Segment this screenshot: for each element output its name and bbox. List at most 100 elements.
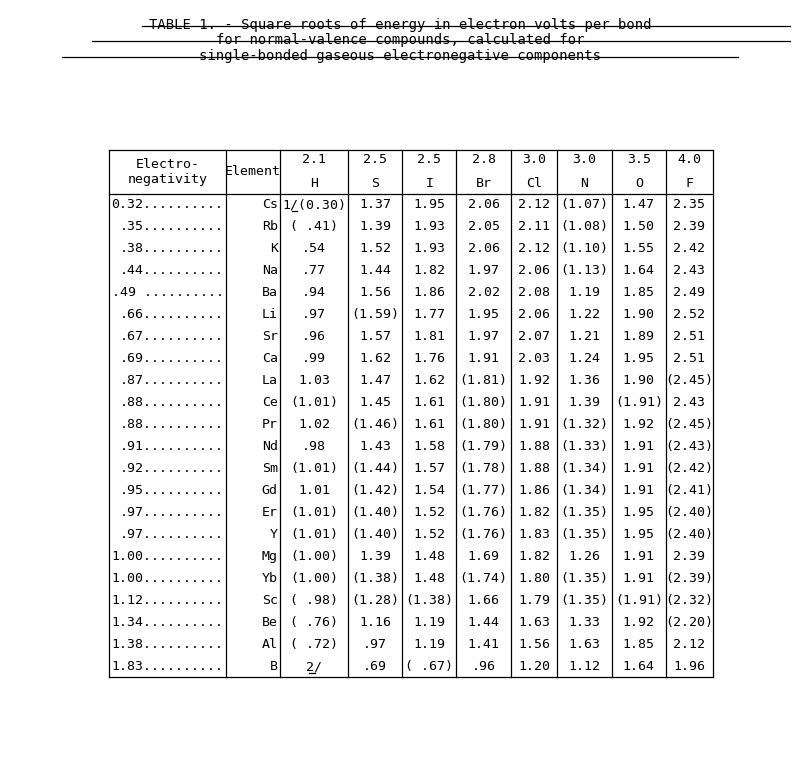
Text: (1.10): (1.10) xyxy=(561,242,609,255)
Text: 1.47: 1.47 xyxy=(359,374,391,387)
Text: 1.36: 1.36 xyxy=(569,374,601,387)
Text: (1.80): (1.80) xyxy=(460,418,508,431)
Text: (2.45): (2.45) xyxy=(666,418,714,431)
Text: 1.81: 1.81 xyxy=(414,331,446,343)
Text: 1.50: 1.50 xyxy=(622,220,654,234)
Text: .97..........: .97.......... xyxy=(119,528,223,541)
Text: (1.01): (1.01) xyxy=(290,397,338,409)
Text: 1.69: 1.69 xyxy=(468,550,500,563)
Text: 1.91: 1.91 xyxy=(622,572,654,585)
Text: 1.39: 1.39 xyxy=(569,397,601,409)
Text: .54: .54 xyxy=(302,242,326,255)
Text: .67..........: .67.......... xyxy=(119,331,223,343)
Text: 1.83: 1.83 xyxy=(518,528,550,541)
Text: 1.56: 1.56 xyxy=(518,638,550,651)
Text: 2.5: 2.5 xyxy=(363,154,387,166)
Text: B: B xyxy=(270,660,278,673)
Text: Electro-
negativity: Electro- negativity xyxy=(128,158,208,186)
Text: 1.12..........: 1.12.......... xyxy=(111,594,223,607)
Text: (1.35): (1.35) xyxy=(561,572,609,585)
Text: (1.32): (1.32) xyxy=(561,418,609,431)
Text: F: F xyxy=(686,178,694,190)
Text: I: I xyxy=(426,178,434,190)
Text: (1.76): (1.76) xyxy=(460,528,508,541)
Text: 1.79: 1.79 xyxy=(518,594,550,607)
Text: 3.0: 3.0 xyxy=(522,154,546,166)
Text: 1.85: 1.85 xyxy=(622,638,654,651)
Text: Rb: Rb xyxy=(262,220,278,234)
Text: 2.39: 2.39 xyxy=(674,550,706,563)
Text: 1.01: 1.01 xyxy=(298,484,330,497)
Text: 1.92: 1.92 xyxy=(518,374,550,387)
Text: 1.82: 1.82 xyxy=(518,506,550,519)
Text: ( .67): ( .67) xyxy=(406,660,454,673)
Text: 2.07: 2.07 xyxy=(518,331,550,343)
Text: 1.91: 1.91 xyxy=(622,550,654,563)
Text: (1.91): (1.91) xyxy=(614,594,662,607)
Text: (2.42): (2.42) xyxy=(666,462,714,475)
Text: (1.78): (1.78) xyxy=(460,462,508,475)
Text: 2.49: 2.49 xyxy=(674,286,706,300)
Text: 1.22: 1.22 xyxy=(569,308,601,321)
Text: 1.24: 1.24 xyxy=(569,352,601,365)
Text: 1.61: 1.61 xyxy=(414,418,446,431)
Text: .97: .97 xyxy=(363,638,387,651)
Text: 1.66: 1.66 xyxy=(468,594,500,607)
Text: (1.77): (1.77) xyxy=(460,484,508,497)
Text: 1.21: 1.21 xyxy=(569,331,601,343)
Text: (1.33): (1.33) xyxy=(561,440,609,453)
Text: .97: .97 xyxy=(302,308,326,321)
Text: (1.42): (1.42) xyxy=(351,484,399,497)
Text: (2.40): (2.40) xyxy=(666,506,714,519)
Text: 1.92: 1.92 xyxy=(622,616,654,629)
Text: 2.43: 2.43 xyxy=(674,265,706,277)
Text: ( .76): ( .76) xyxy=(290,616,338,629)
Text: 1.61: 1.61 xyxy=(414,397,446,409)
Text: 1.90: 1.90 xyxy=(622,308,654,321)
Text: .38..........: .38.......... xyxy=(119,242,223,255)
Text: (2.43): (2.43) xyxy=(666,440,714,453)
Text: 1.82: 1.82 xyxy=(518,550,550,563)
Text: 2.42: 2.42 xyxy=(674,242,706,255)
Text: (2.20): (2.20) xyxy=(666,616,714,629)
Text: 1.52: 1.52 xyxy=(359,242,391,255)
Text: .94: .94 xyxy=(302,286,326,300)
Text: 1.91: 1.91 xyxy=(518,418,550,431)
Text: 1.39: 1.39 xyxy=(359,220,391,234)
Text: K: K xyxy=(270,242,278,255)
Text: ( .72): ( .72) xyxy=(290,638,338,651)
Text: 1.96: 1.96 xyxy=(674,660,706,673)
Text: 1.91: 1.91 xyxy=(622,484,654,497)
Text: 1.52: 1.52 xyxy=(414,528,446,541)
Text: 1.91: 1.91 xyxy=(518,397,550,409)
Text: Gd: Gd xyxy=(262,484,278,497)
Text: (1.13): (1.13) xyxy=(561,265,609,277)
Text: 2.12: 2.12 xyxy=(518,242,550,255)
Text: .88..........: .88.......... xyxy=(119,418,223,431)
Text: O: O xyxy=(634,178,642,190)
Text: 1.91: 1.91 xyxy=(622,440,654,453)
Text: 1.57: 1.57 xyxy=(359,331,391,343)
Text: .87..........: .87.......... xyxy=(119,374,223,387)
Text: 2.1: 2.1 xyxy=(302,154,326,166)
Text: 1.86: 1.86 xyxy=(518,484,550,497)
Text: (1.40): (1.40) xyxy=(351,528,399,541)
Text: (1.59): (1.59) xyxy=(351,308,399,321)
Text: .88..........: .88.......... xyxy=(119,397,223,409)
Text: 1.19: 1.19 xyxy=(414,638,446,651)
Text: 1.12: 1.12 xyxy=(569,660,601,673)
Text: Er: Er xyxy=(262,506,278,519)
Text: H: H xyxy=(310,178,318,190)
Text: 1.43: 1.43 xyxy=(359,440,391,453)
Text: (1.00): (1.00) xyxy=(290,572,338,585)
Text: 1.95: 1.95 xyxy=(622,528,654,541)
Text: 1.92: 1.92 xyxy=(622,418,654,431)
Text: (1.79): (1.79) xyxy=(460,440,508,453)
Text: 2.11: 2.11 xyxy=(518,220,550,234)
Text: 1.19: 1.19 xyxy=(569,286,601,300)
Text: (1.38): (1.38) xyxy=(351,572,399,585)
Text: (1.35): (1.35) xyxy=(561,506,609,519)
Text: Li: Li xyxy=(262,308,278,321)
Text: .49 ..........: .49 .......... xyxy=(111,286,223,300)
Text: 2.39: 2.39 xyxy=(674,220,706,234)
